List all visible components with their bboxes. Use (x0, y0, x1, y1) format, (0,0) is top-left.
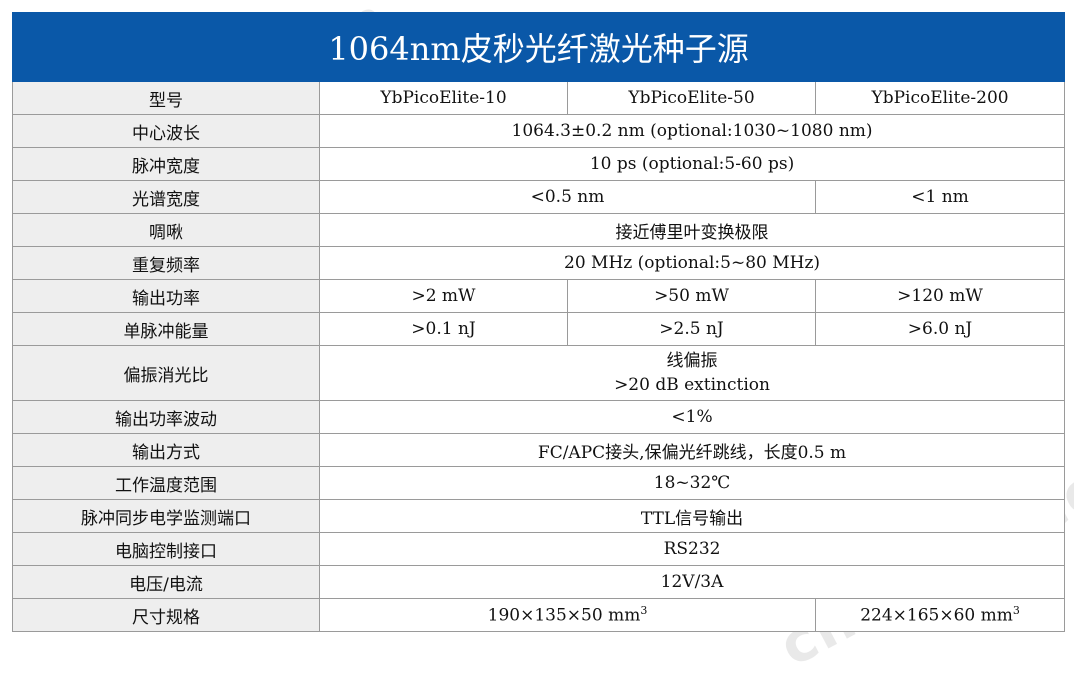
row-label: 输出功率波动 (12, 400, 320, 434)
row-label: 输出功率 (12, 279, 320, 313)
dimensions-exp-b: 3 (1012, 604, 1020, 618)
model-200: YbPicoElite-200 (814, 81, 1066, 115)
sync-port-value: TTL信号输出 (318, 499, 1066, 533)
polarization-line-2: >20 dB extinction (614, 375, 770, 395)
row-temperature: 工作温度范围 18~32℃ (12, 466, 1066, 500)
pulse-energy-200: >6.0 nJ (814, 312, 1066, 346)
title-row: 1064nm皮秒光纤激光种子源 (11, 12, 1066, 82)
row-power-supply: 电压/电流 12V/3A (12, 565, 1066, 599)
output-mode-value: FC/APC接头,保偏光纤跳线，长度0.5 m (318, 433, 1066, 467)
dimensions-text-a: 190×135×50 mm (487, 605, 641, 626)
model-50: YbPicoElite-50 (567, 81, 816, 115)
row-label: 中心波长 (12, 114, 320, 148)
dimensions-text-b: 224×165×60 mm (860, 605, 1013, 626)
row-label: 啁啾 (12, 213, 320, 247)
row-spectral-width: 光谱宽度 <0.5 nm <1 nm (12, 180, 1066, 214)
polarization-value: 线偏振 >20 dB extinction (318, 345, 1066, 401)
dimensions-exp-a: 3 (640, 604, 648, 618)
temperature-value: 18~32℃ (318, 466, 1066, 500)
spectral-width-value-b: <1 nm (814, 180, 1066, 214)
row-label: 电压/电流 (12, 565, 320, 599)
dimensions-value-b: 224×165×60 mm3 (814, 598, 1066, 632)
model-10: YbPicoElite-10 (319, 81, 568, 115)
row-model: 型号 YbPicoElite-10 YbPicoElite-50 YbPicoE… (12, 81, 1066, 115)
row-label: 电脑控制接口 (12, 532, 320, 566)
row-output-power: 输出功率 >2 mW >50 mW >120 mW (12, 279, 1066, 313)
row-pulse-energy: 单脉冲能量 >0.1 nJ >2.5 nJ >6.0 nJ (12, 312, 1066, 346)
polarization-line-1: 线偏振 (666, 351, 718, 371)
row-pc-interface: 电脑控制接口 RS232 (12, 532, 1066, 566)
pulse-energy-50: >2.5 nJ (567, 312, 816, 346)
output-power-10: >2 mW (319, 279, 568, 313)
spec-table: 1064nm皮秒光纤激光种子源 型号 YbPicoElite-10 YbPico… (11, 12, 1066, 632)
row-label: 重复频率 (12, 246, 320, 280)
row-label: 脉冲同步电学监测端口 (12, 499, 320, 533)
row-chirp: 啁啾 接近傅里叶变换极限 (12, 213, 1066, 247)
power-supply-value: 12V/3A (318, 565, 1066, 599)
row-label: 型号 (12, 81, 320, 115)
row-wavelength: 中心波长 1064.3±0.2 nm (optional:1030~1080 n… (12, 114, 1066, 148)
row-power-stability: 输出功率波动 <1% (12, 400, 1066, 434)
row-label: 偏振消光比 (12, 345, 320, 401)
row-rep-rate: 重复频率 20 MHz (optional:5~80 MHz) (12, 246, 1066, 280)
pulse-width-value: 10 ps (optional:5-60 ps) (318, 147, 1066, 181)
wavelength-value: 1064.3±0.2 nm (optional:1030~1080 nm) (318, 114, 1066, 148)
row-label: 脉冲宽度 (12, 147, 320, 181)
row-polarization: 偏振消光比 线偏振 >20 dB extinction (12, 345, 1066, 401)
row-label: 单脉冲能量 (12, 312, 320, 346)
spectral-width-value-a: <0.5 nm (319, 180, 816, 214)
row-label: 光谱宽度 (12, 180, 320, 214)
rep-rate-value: 20 MHz (optional:5~80 MHz) (318, 246, 1066, 280)
row-output-mode: 输出方式 FC/APC接头,保偏光纤跳线，长度0.5 m (12, 433, 1066, 467)
output-power-50: >50 mW (567, 279, 816, 313)
power-stability-value: <1% (318, 400, 1066, 434)
row-sync-port: 脉冲同步电学监测端口 TTL信号输出 (12, 499, 1066, 533)
row-label: 尺寸规格 (12, 598, 320, 632)
chirp-value: 接近傅里叶变换极限 (318, 213, 1066, 247)
row-dimensions: 尺寸规格 190×135×50 mm3 224×165×60 mm3 (12, 598, 1066, 632)
output-power-200: >120 mW (814, 279, 1066, 313)
row-label: 输出方式 (12, 433, 320, 467)
pulse-energy-10: >0.1 nJ (319, 312, 568, 346)
row-label: 工作温度范围 (12, 466, 320, 500)
row-pulse-width: 脉冲宽度 10 ps (optional:5-60 ps) (12, 147, 1066, 181)
dimensions-value-a: 190×135×50 mm3 (319, 598, 816, 632)
table-title: 1064nm皮秒光纤激光种子源 (11, 12, 1066, 82)
pc-interface-value: RS232 (318, 532, 1066, 566)
